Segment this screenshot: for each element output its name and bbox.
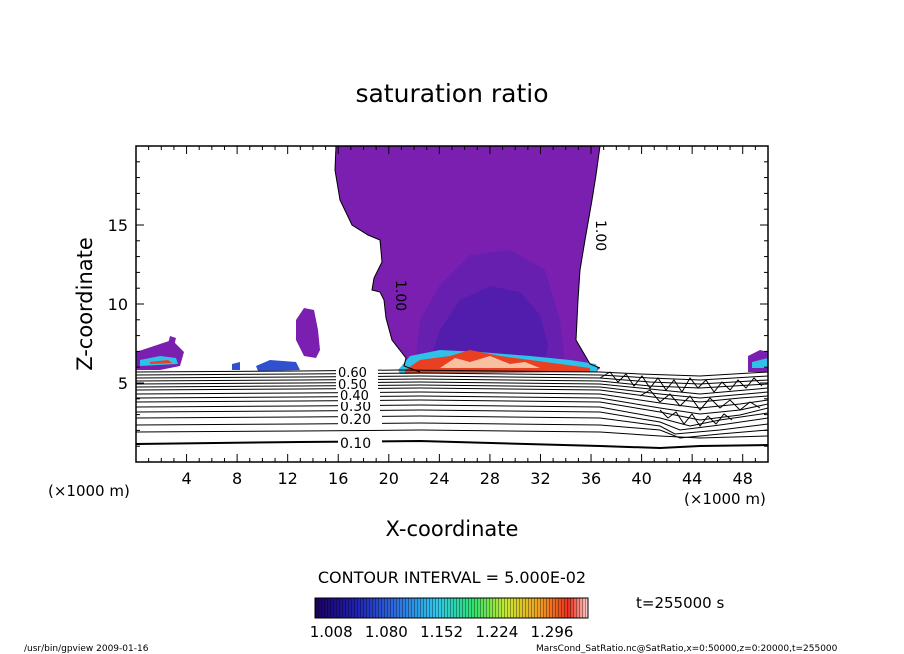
x-tick-label: 32 <box>530 469 550 488</box>
colorbar-tick-label: 1.224 <box>475 623 518 641</box>
colorbar-tick-label: 1.152 <box>420 623 463 641</box>
plot-area: 0.10 0.20 0.30 0.40 0.50 0.60 1.00 1.00 <box>136 146 768 452</box>
contour-label: 0.60 <box>338 366 367 381</box>
x-tick-label: 24 <box>429 469 449 488</box>
blob-mid <box>296 308 320 358</box>
blob-tiny-1 <box>232 362 240 370</box>
y-tick-label: 15 <box>108 216 128 235</box>
x-unit-right: (×1000 m) <box>684 490 766 508</box>
x-tick-label: 40 <box>631 469 651 488</box>
contour-noise <box>599 371 763 427</box>
contour-label: 0.30 <box>340 399 371 415</box>
blob-tiny-2 <box>168 336 176 346</box>
x-tick-label: 28 <box>480 469 500 488</box>
x-unit-left: (×1000 m) <box>48 482 130 500</box>
colorbar-tick-label: 1.008 <box>310 623 353 641</box>
colorbar-tick-label: 1.296 <box>531 623 574 641</box>
contour-lines <box>136 369 768 450</box>
plume-base-peak <box>440 356 540 368</box>
contour-one-outline <box>334 146 601 373</box>
contour-label: 1.00 <box>592 220 608 251</box>
chart-title: saturation ratio <box>355 79 548 108</box>
x-axis: 4 8 12 16 20 24 28 32 36 40 44 48 <box>148 146 756 488</box>
contour-interval: CONTOUR INTERVAL = 5.000E-02 <box>318 568 586 587</box>
x-tick-label: 12 <box>278 469 298 488</box>
x-tick-label: 8 <box>232 469 242 488</box>
colorbar-ticks: 1.008 1.080 1.152 1.224 1.296 <box>310 623 574 641</box>
plume-core-outer <box>415 250 565 364</box>
contour-label: 0.10 <box>340 436 371 452</box>
contour-label: 0.40 <box>340 389 369 404</box>
x-tick-label: 44 <box>682 469 702 488</box>
x-tick-label: 16 <box>328 469 348 488</box>
colorbar-tick-label: 1.080 <box>365 623 408 641</box>
contour-label-group: 0.10 0.20 0.30 0.40 0.50 0.60 1.00 1.00 <box>336 220 608 452</box>
time-label: t=255000 s <box>636 594 724 612</box>
y-axis: 5 10 15 <box>108 161 768 447</box>
contour-label: 0.20 <box>340 412 371 428</box>
x-axis-label: X-coordinate <box>386 517 519 541</box>
x-tick-label: 48 <box>733 469 753 488</box>
y-tick-label: 10 <box>108 295 128 314</box>
x-tick-label: 4 <box>181 469 191 488</box>
blob-left-core <box>150 360 172 364</box>
colorbar <box>314 597 589 619</box>
footer-left: /usr/bin/gpview 2009-01-16 <box>24 644 149 654</box>
footer-right: MarsCond_SatRatio.nc@SatRatio,x=0:50000,… <box>536 644 838 654</box>
x-tick-label: 20 <box>379 469 399 488</box>
contour-label: 1.00 <box>392 280 408 311</box>
blob-small <box>256 360 300 371</box>
y-tick-label: 5 <box>118 374 128 393</box>
contour-label: 0.50 <box>338 378 367 393</box>
x-tick-label: 36 <box>581 469 601 488</box>
blob-right-inner <box>752 358 768 368</box>
y-axis-label: Z-coordinate <box>73 237 97 371</box>
